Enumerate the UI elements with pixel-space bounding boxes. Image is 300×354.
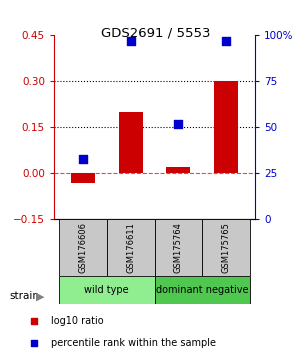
Point [80, 156, 85, 161]
Text: GSM176611: GSM176611 [126, 222, 135, 273]
Bar [214, 81, 238, 173]
FancyBboxPatch shape [154, 219, 202, 276]
FancyBboxPatch shape [59, 276, 154, 304]
Text: GDS2691 / 5553: GDS2691 / 5553 [101, 27, 211, 40]
Text: GSM175764: GSM175764 [174, 222, 183, 273]
Text: GSM176606: GSM176606 [78, 222, 87, 273]
Bar [71, 173, 95, 183]
Point [128, 38, 133, 44]
Text: wild type: wild type [84, 285, 129, 295]
Bar [118, 112, 142, 173]
FancyBboxPatch shape [154, 276, 250, 304]
FancyBboxPatch shape [59, 219, 106, 276]
Point [176, 121, 181, 127]
Point [224, 38, 229, 44]
Text: strain: strain [9, 291, 39, 301]
Text: log10 ratio: log10 ratio [51, 316, 104, 326]
Text: percentile rank within the sample: percentile rank within the sample [51, 338, 216, 348]
Text: GSM175765: GSM175765 [222, 222, 231, 273]
Bar [167, 167, 191, 173]
Text: dominant negative: dominant negative [156, 285, 249, 295]
FancyBboxPatch shape [106, 219, 154, 276]
Text: ▶: ▶ [36, 291, 45, 301]
FancyBboxPatch shape [202, 219, 250, 276]
